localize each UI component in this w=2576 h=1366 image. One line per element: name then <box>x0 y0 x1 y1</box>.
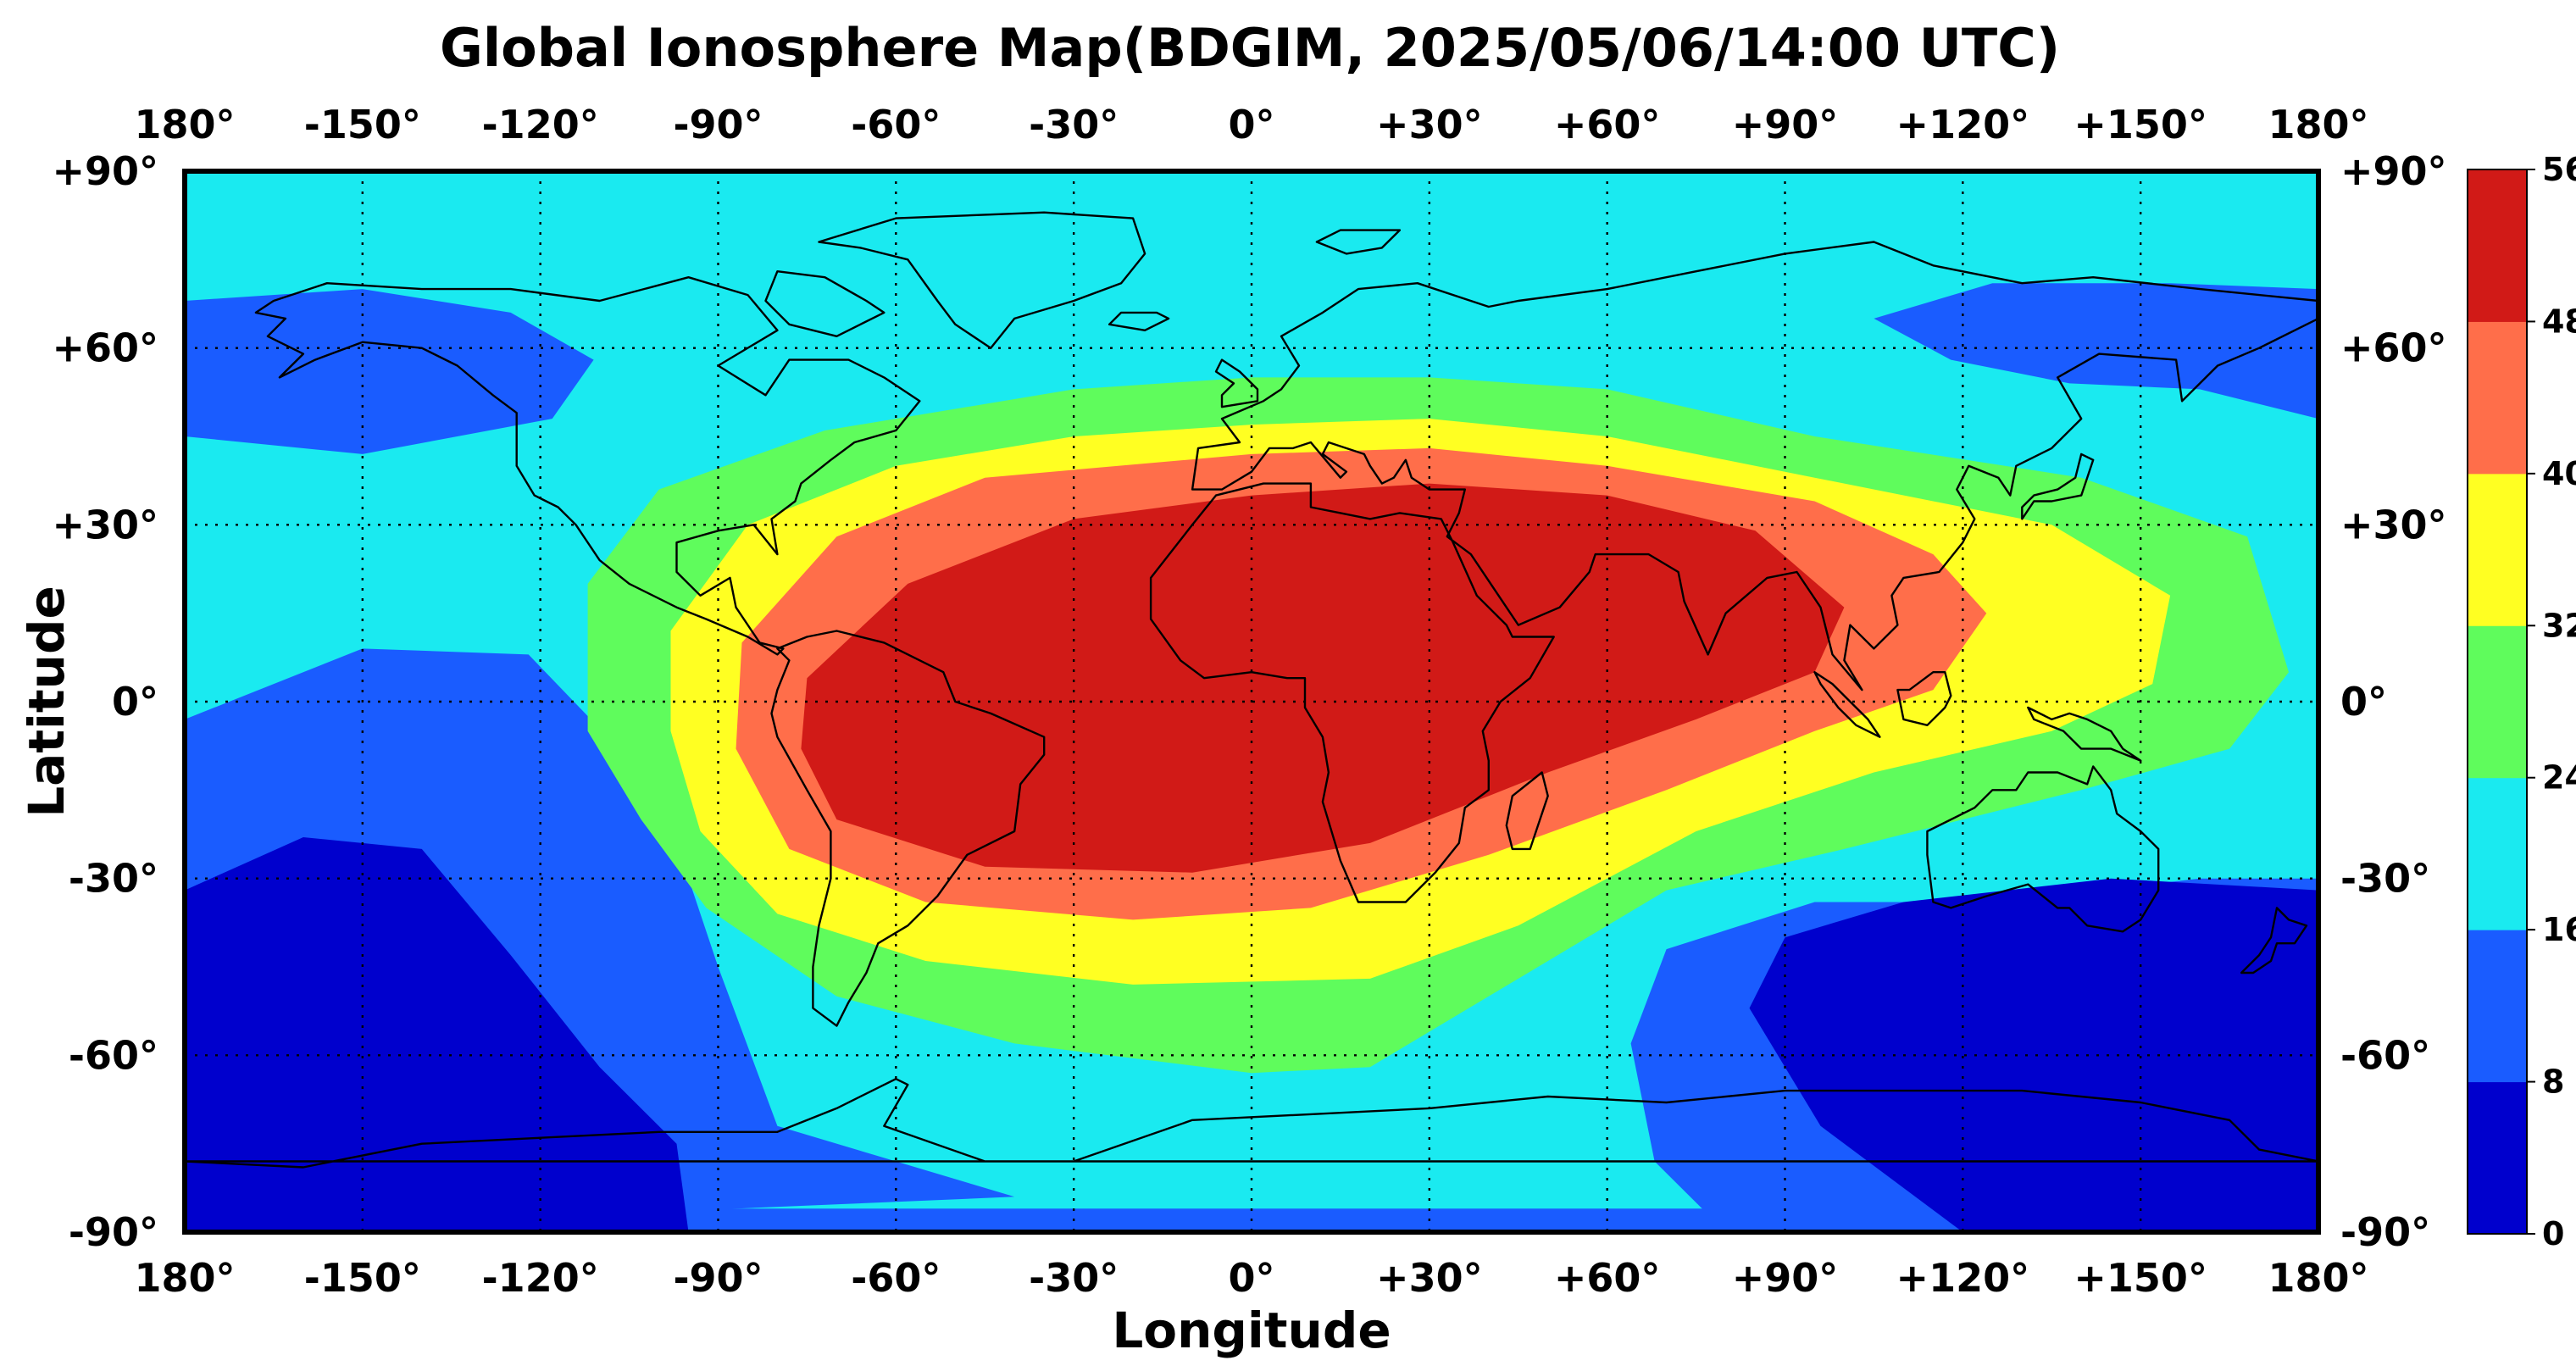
x-tick-label-bottom: -120° <box>482 1255 599 1301</box>
coastline-new-guinea <box>2027 706 2142 762</box>
colorbar-segment <box>2468 625 2527 779</box>
colorbar-segment <box>2468 321 2527 475</box>
y-ticks-left: +90° +60° +30° 0° -30° -60° -90° <box>52 148 158 1255</box>
x-ticks-top: 180° -150° -120° -90° -60° -30° 0° +30° +60° +90°… <box>134 102 2368 147</box>
x-tick-label-bottom: 180° <box>2268 1255 2368 1301</box>
coastline-south-america <box>770 630 1046 1027</box>
x-axis-label: Longitude <box>1112 1302 1391 1359</box>
x-tick-label-top: 0° <box>1228 102 1274 147</box>
coastline-madagascar <box>1505 771 1549 851</box>
x-tick-label-top: -150° <box>304 102 421 147</box>
colorbar-tick-label: 40 <box>2542 455 2576 492</box>
x-ticks-bottom: 180° -150° -120° -90° -60° -30° 0° +30° +60° +90°… <box>134 1255 2368 1301</box>
x-tick-label-top: +30° <box>1376 102 1483 147</box>
colorbar-segment <box>2468 169 2527 322</box>
y-tick-label-left: -60° <box>69 1032 158 1078</box>
contour-low-band-northeast-asia <box>1874 283 2318 419</box>
x-tick-label-bottom: 0° <box>1228 1255 1274 1301</box>
colorbar-segment <box>2468 930 2527 1083</box>
coastlines <box>185 211 2318 1169</box>
colorbar-segment <box>2468 473 2527 626</box>
contour-lowest-south-indian <box>1749 878 2318 1232</box>
y-axis-label: Latitude <box>18 586 75 818</box>
x-tick-label-top: +60° <box>1554 102 1661 147</box>
colorbar-tick-label: 56 <box>2542 151 2576 188</box>
x-tick-label-top: -120° <box>482 102 599 147</box>
map-frame <box>182 169 2321 1235</box>
y-tick-label-left: +90° <box>52 148 158 194</box>
x-tick-label-bottom: 180° <box>134 1255 235 1301</box>
y-tick-label-left: -90° <box>69 1209 158 1255</box>
coastline-baffin-island <box>764 270 886 337</box>
colorbar-frame <box>2467 169 2528 1235</box>
contour-low-band-north-pacific <box>185 289 594 454</box>
y-tick-label-left: +30° <box>52 502 158 547</box>
colorbar-tick-label: 16 <box>2542 911 2576 948</box>
y-tick-label-right: +60° <box>2340 325 2447 371</box>
coastline-borneo <box>1896 671 1952 726</box>
x-tick-label-top: +90° <box>1732 102 1839 147</box>
y-tick-label-right: 0° <box>2340 679 2387 725</box>
colorbar <box>2467 169 2528 1235</box>
x-tick-label-top: 180° <box>134 102 235 147</box>
x-tick-label-bottom: -90° <box>673 1255 763 1301</box>
x-tick-label-top: 180° <box>2268 102 2368 147</box>
tec-contours <box>185 283 2318 1232</box>
colorbar-segment <box>2468 1081 2527 1235</box>
colorbar-tick-label: 32 <box>2542 607 2576 644</box>
colorbar-ticks: 0 8 16 24 32 40 48 56 <box>2527 151 2576 1252</box>
x-tick-label-top: -90° <box>673 102 763 147</box>
coastline-japan <box>2021 453 2095 520</box>
coastline-svalbard <box>1315 229 1402 255</box>
colorbar-segment <box>2468 777 2527 930</box>
coastline-iceland <box>1108 311 1170 331</box>
coastline-new-zealand <box>2240 907 2308 975</box>
x-tick-label-bottom: +90° <box>1732 1255 1839 1301</box>
x-tick-label-bottom: +120° <box>1896 1255 2030 1301</box>
coastline-antarctica <box>185 1078 2318 1169</box>
x-tick-label-bottom: -30° <box>1029 1255 1119 1301</box>
y-tick-label-left: -30° <box>69 856 158 902</box>
coastline-sumatra <box>1813 671 1881 738</box>
contour-lowest-south-pacific <box>185 837 689 1232</box>
y-tick-label-right: -30° <box>2340 856 2430 902</box>
x-tick-label-bottom: -150° <box>304 1255 421 1301</box>
y-tick-label-right: -60° <box>2340 1032 2430 1078</box>
x-tick-label-bottom: +60° <box>1554 1255 1661 1301</box>
coastline-north-america <box>254 276 921 656</box>
colorbar-tick-label: 48 <box>2542 303 2576 340</box>
map-area <box>185 171 2318 1232</box>
y-tick-label-left: 0° <box>112 679 158 725</box>
coastline-great-britain <box>1214 358 1259 408</box>
grid-lines <box>185 171 2318 1232</box>
x-tick-label-bottom: +30° <box>1376 1255 1483 1301</box>
y-tick-label-right: -90° <box>2340 1209 2430 1255</box>
x-tick-label-top: +150° <box>2074 102 2207 147</box>
y-tick-label-right: +30° <box>2340 502 2447 547</box>
x-tick-label-top: -30° <box>1029 102 1119 147</box>
contour-band-48-56 <box>801 483 1845 873</box>
x-tick-label-top: -60° <box>851 102 941 147</box>
coastline-africa <box>1149 482 1555 903</box>
y-ticks-right: +90° +60° +30° 0° -30° -60° -90° <box>2340 148 2447 1255</box>
coastline-australia <box>1926 765 2160 933</box>
x-tick-label-top: +120° <box>1896 102 2030 147</box>
colorbar-tick-label: 24 <box>2542 759 2576 797</box>
y-tick-label-right: +90° <box>2340 148 2447 194</box>
map-title: Global Ionosphere Map(BDGIM, 2025/05/06/… <box>440 17 2060 79</box>
x-tick-label-bottom: +150° <box>2074 1255 2207 1301</box>
coastline-eurasia <box>1191 241 2318 691</box>
coastline-greenland <box>818 211 1146 349</box>
x-tick-label-bottom: -60° <box>851 1255 941 1301</box>
y-tick-label-left: +60° <box>52 325 158 371</box>
colorbar-tick-label: 8 <box>2542 1063 2564 1101</box>
colorbar-tick-label: 0 <box>2542 1215 2564 1252</box>
